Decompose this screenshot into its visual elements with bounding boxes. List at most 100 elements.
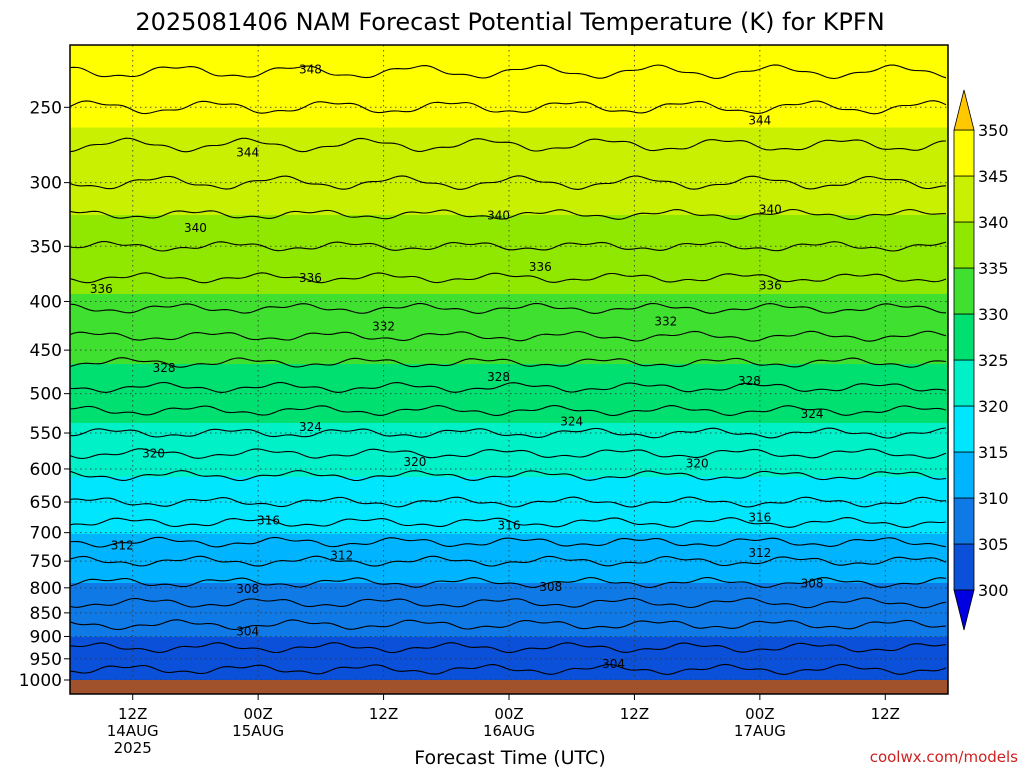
x-tick-label: 12Z (871, 705, 900, 723)
colorbar-segment (953, 451, 975, 499)
colorbar-label: 305 (978, 535, 1009, 554)
colorbar-segment (953, 313, 975, 361)
contour-label: 348 (299, 62, 322, 76)
isentrope-342 (70, 175, 947, 190)
colorbar-segment (953, 175, 975, 223)
contour-label: 312 (111, 538, 134, 552)
isentrope-340 (70, 208, 946, 220)
contour-label: 336 (759, 279, 782, 293)
isentrope-346 (70, 100, 947, 115)
isentrope-304 (70, 642, 947, 654)
x-tick-label: 2025 (114, 739, 152, 757)
contour-label: 320 (403, 455, 426, 469)
isentrope-332 (70, 330, 947, 342)
colorbar-segment (953, 543, 975, 591)
colorbar-label: 315 (978, 443, 1009, 462)
contour-label: 332 (654, 315, 677, 329)
isentrope-322 (70, 448, 947, 460)
isentrope-334 (70, 302, 947, 314)
isentrope-328 (70, 381, 947, 393)
y-tick-label: 400 (30, 292, 62, 312)
y-tick-label: 900 (30, 627, 62, 647)
y-tick-label: 1000 (19, 671, 62, 691)
colorbar-label: 310 (978, 489, 1009, 508)
x-tick-label: 17AUG (734, 722, 786, 740)
colorbar-label: 300 (978, 581, 1009, 600)
y-tick-label: 250 (30, 98, 62, 118)
contour-label: 344 (236, 146, 259, 160)
contour-label: 328 (153, 361, 176, 375)
contour-label: 308 (801, 577, 824, 591)
contour-label: 304 (236, 624, 259, 638)
colorbar-segment (953, 221, 975, 269)
isentrope-320 (70, 470, 947, 482)
y-tick-label: 850 (30, 604, 62, 624)
isentrope-lines (70, 64, 947, 675)
y-tick-label: 650 (30, 493, 62, 513)
isentrope-336 (70, 272, 947, 284)
contour-label: 304 (602, 657, 625, 671)
isentrope-344 (70, 137, 947, 153)
isentrope-316 (70, 517, 947, 528)
contour-label: 308 (236, 582, 259, 596)
contour-label: 316 (498, 519, 521, 533)
x-tick-label: 15AUG (232, 722, 284, 740)
isentrope-308 (70, 597, 947, 609)
plot-area: 348 344 344 340 340 340 336 336 336 336 332 332 328 3… (69, 44, 949, 695)
colorbar-high-arrow (953, 89, 975, 131)
isentrope-310 (70, 576, 947, 589)
colorbar-low-arrow (953, 589, 975, 631)
x-tick-label: 00Z (745, 705, 774, 723)
y-tick-label: 350 (30, 237, 62, 257)
isentrope-326 (70, 404, 947, 417)
x-tick-label: 16AUG (483, 722, 535, 740)
contour-label: 340 (487, 209, 510, 223)
isentrope-338 (70, 241, 947, 252)
contour-label: 328 (738, 374, 761, 388)
colorbar-label: 320 (978, 397, 1009, 416)
x-axis-label: Forecast Time (UTC) (414, 747, 605, 768)
contour-label: 324 (560, 415, 583, 429)
isentrope-302 (70, 663, 947, 675)
chart-title: 2025081406 NAM Forecast Potential Temper… (135, 8, 884, 36)
colorbar-label: 345 (978, 167, 1009, 186)
colorbar-segment (953, 267, 975, 315)
colorbar-segment (953, 129, 975, 177)
colorbar-segment (953, 497, 975, 545)
x-tick-label: 14AUG (107, 722, 159, 740)
colorbar-label: 330 (978, 305, 1009, 324)
y-tick-label: 700 (30, 524, 62, 544)
colorbar-segment (953, 405, 975, 453)
colorbar: 300 305 310 315 320 325 330 335 340 345 350 (953, 89, 1009, 631)
time-gridlines (132, 45, 886, 680)
contour-label: 312 (748, 546, 771, 560)
ground-strip (70, 680, 948, 694)
y-tick-label: 300 (30, 174, 62, 194)
isentrope-348 (70, 64, 947, 80)
isentrope-306 (70, 619, 947, 631)
contour-label: 324 (801, 407, 824, 421)
contour-label: 336 (90, 282, 113, 296)
contour-label: 324 (299, 420, 322, 434)
contour-label: 336 (299, 271, 322, 285)
x-tick-label: 00Z (494, 705, 523, 723)
contour-label: 336 (529, 260, 552, 274)
contour-label: 328 (487, 370, 510, 384)
contour-label: 316 (257, 514, 280, 528)
isentrope-330 (70, 357, 947, 368)
contour-label: 316 (748, 511, 771, 525)
contour-labels: 348 344 344 340 340 340 336 336 336 336 332 332 328 3… (90, 62, 824, 671)
y-tick-label: 800 (30, 579, 62, 599)
contour-label: 340 (759, 202, 782, 216)
y-tick-label: 550 (30, 424, 62, 444)
contour-label: 320 (686, 456, 709, 470)
isentrope-312 (70, 555, 947, 567)
y-tick-label: 500 (30, 385, 62, 405)
contour-label: 320 (142, 447, 165, 461)
isentrope-318 (70, 496, 947, 508)
contour-label: 340 (184, 221, 207, 235)
contour-label: 312 (330, 549, 353, 563)
colorbar-label: 350 (978, 121, 1009, 140)
